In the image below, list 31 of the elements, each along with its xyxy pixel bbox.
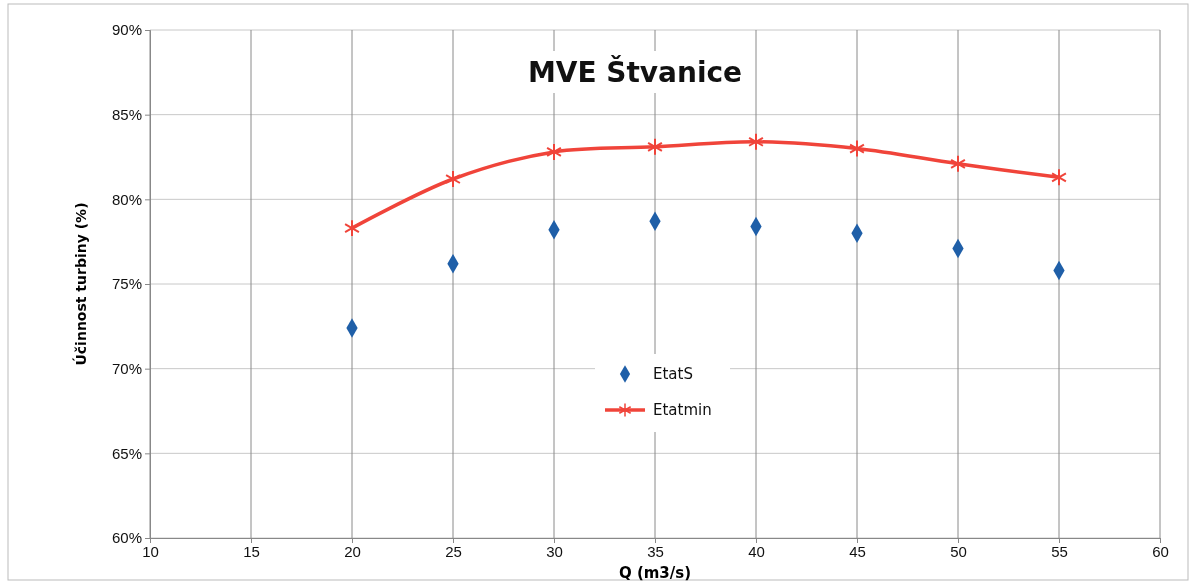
point bbox=[950, 154, 966, 173]
point bbox=[546, 142, 562, 161]
y-tick-label: 65% bbox=[111, 444, 142, 462]
x-axis-title: Q (m3/s) bbox=[618, 564, 692, 582]
x-tick-label: 35 bbox=[647, 542, 664, 560]
point bbox=[1051, 168, 1067, 187]
y-tick-label: 90% bbox=[111, 21, 142, 39]
x-tick-label: 50 bbox=[950, 542, 967, 560]
y-tick-label: 60% bbox=[111, 529, 142, 547]
y-axis-title: Účinnost turbiny (%) bbox=[72, 202, 89, 366]
x-tick-label: 30 bbox=[546, 542, 563, 560]
x-tick-label: 20 bbox=[344, 542, 361, 560]
x-tick-label: 25 bbox=[445, 542, 462, 560]
point bbox=[748, 132, 764, 151]
text: MVE Štvanice bbox=[527, 55, 743, 89]
x-tick-label: 60 bbox=[1152, 542, 1169, 560]
x-tick-label: 15 bbox=[243, 542, 260, 560]
y-tick-label: 75% bbox=[111, 275, 142, 293]
y-tick-label: 70% bbox=[111, 359, 142, 377]
x-tick-label: 55 bbox=[1051, 542, 1068, 560]
point bbox=[849, 139, 865, 158]
x-tick-label: 45 bbox=[849, 542, 866, 560]
point bbox=[647, 137, 663, 156]
y-tick-label: 85% bbox=[111, 105, 142, 123]
point bbox=[445, 170, 461, 188]
legend-label: EtatS bbox=[653, 365, 693, 383]
y-tick-label: 80% bbox=[111, 190, 142, 208]
x-tick-label: 10 bbox=[142, 542, 159, 560]
x-tick-label: 40 bbox=[748, 542, 765, 560]
legend-label: Etatmin bbox=[653, 401, 712, 419]
point bbox=[344, 219, 360, 238]
